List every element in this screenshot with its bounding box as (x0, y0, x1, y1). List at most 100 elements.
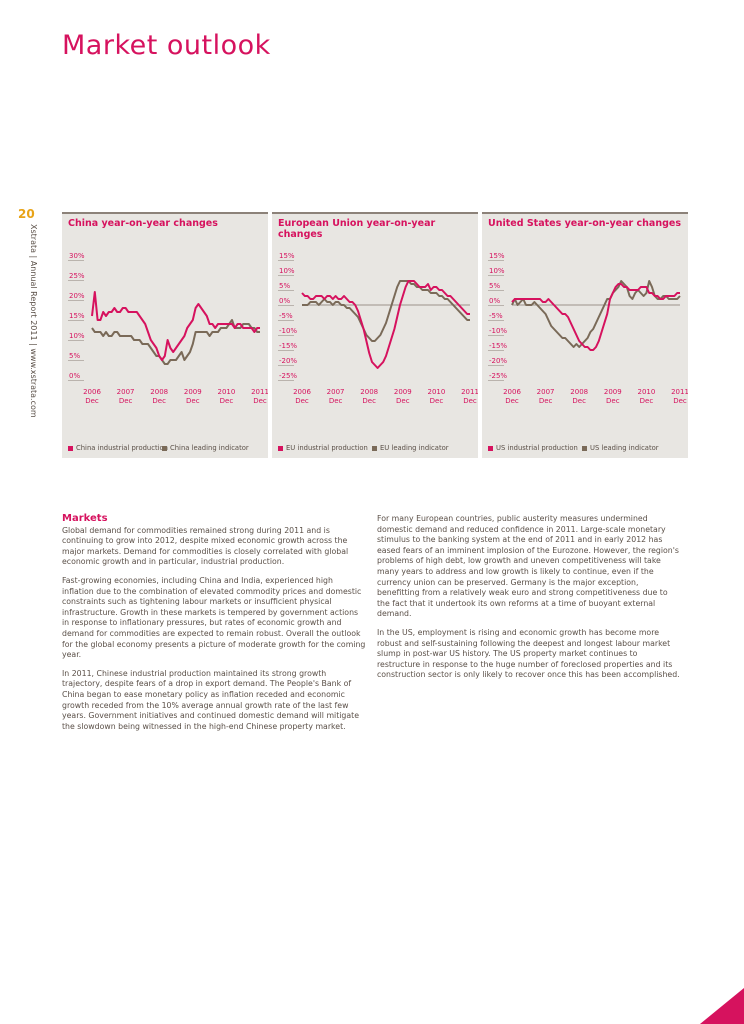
x-tick-month: Dec (606, 397, 620, 405)
x-tick-month: Dec (430, 397, 444, 405)
chart-title: China year-on-year changes (68, 218, 218, 229)
y-tick-label: -20% (279, 357, 297, 365)
china-chart-panel: China year-on-year changes 30% 25% 20% 15% 1… (62, 212, 268, 458)
legend-swatch-icon (68, 445, 73, 451)
x-tick-month: Dec (152, 397, 166, 405)
y-tick-label: 10% (489, 267, 505, 275)
x-tick-year: 2011 (461, 388, 478, 396)
industrial-production-line (91, 291, 260, 361)
legend-swatch-icon (488, 445, 493, 451)
x-tick-year: 2008 (360, 388, 378, 396)
x-tick-year: 2009 (394, 388, 412, 396)
x-tick-year: 2007 (537, 388, 555, 396)
paragraph: Global demand for commodities remained s… (62, 525, 349, 567)
legend-swatch-icon (372, 445, 377, 451)
x-tick-month: Dec (572, 397, 586, 405)
y-tick-label: 20% (69, 292, 85, 300)
y-tick-label: 15% (489, 252, 505, 260)
industrial-production-line (301, 280, 470, 369)
y-tick-label: 15% (69, 312, 85, 320)
legend-label: China industrial production (76, 444, 168, 452)
x-tick-year: 2006 (503, 388, 521, 396)
y-tick-label: -20% (489, 357, 507, 365)
legend-label: US leading indicator (590, 444, 659, 452)
report-side-text: Xstrata | Annual Report 2011 | www.xstra… (29, 224, 38, 418)
x-tick-year: 2011 (251, 388, 268, 396)
industrial-production-line (511, 283, 680, 351)
leading-indicator-line (302, 280, 470, 342)
x-tick-year: 2006 (293, 388, 311, 396)
y-tick-label: 5% (69, 352, 80, 360)
legend-label: US industrial production (496, 444, 578, 452)
legend-item-industrial: EU industrial production (278, 444, 368, 452)
x-tick-year: 2007 (117, 388, 135, 396)
legend-item-leading: EU leading indicator (372, 444, 449, 452)
x-tick-month: Dec (119, 397, 133, 405)
chart-title: European Union year-on-year changes (278, 218, 436, 240)
x-tick-year: 2011 (671, 388, 688, 396)
paragraph: In 2011, Chinese industrial production m… (62, 668, 360, 731)
y-tick-label: -10% (489, 327, 507, 335)
leading-indicator-line (91, 319, 260, 365)
markets-column-left: Markets Global demand for commodities re… (62, 513, 366, 740)
y-tick-label: -15% (279, 342, 297, 350)
x-tick-month: Dec (186, 397, 200, 405)
markets-column-right: For many European countries, public aust… (377, 514, 681, 689)
x-tick-month: Dec (295, 397, 309, 405)
x-tick-month: Dec (673, 397, 687, 405)
legend-swatch-icon (278, 445, 283, 451)
x-tick-month: Dec (329, 397, 343, 405)
section-heading: Markets (62, 513, 108, 524)
y-tick-label: 10% (279, 267, 295, 275)
eu-chart-panel: European Union year-on-year changes 15% 1… (272, 212, 478, 458)
x-tick-year: 2010 (427, 388, 445, 396)
x-tick-month: Dec (505, 397, 519, 405)
china-chart: 30%25%20%15%10%5%0%2006Dec2007Dec2008Dec… (68, 252, 268, 405)
legend-item-industrial: China industrial production (68, 444, 168, 452)
y-tick-label: -5% (279, 312, 293, 320)
paragraph: For many European countries, public aust… (377, 514, 679, 619)
x-tick-month: Dec (85, 397, 99, 405)
y-tick-label: 25% (69, 272, 85, 280)
legend-label: EU leading indicator (380, 444, 449, 452)
x-tick-year: 2010 (217, 388, 235, 396)
legend-item-leading: China leading indicator (162, 444, 249, 452)
y-tick-label: -25% (489, 372, 507, 380)
chart-title: United States year-on-year changes (488, 218, 681, 229)
x-tick-year: 2008 (570, 388, 588, 396)
x-tick-month: Dec (640, 397, 654, 405)
y-tick-label: -10% (279, 327, 297, 335)
paragraph: In the US, employment is rising and econ… (377, 627, 680, 680)
x-tick-month: Dec (539, 397, 553, 405)
x-tick-month: Dec (396, 397, 410, 405)
y-tick-label: 10% (69, 332, 85, 340)
paragraph: Fast-growing economies, including China … (62, 575, 366, 660)
x-tick-month: Dec (253, 397, 267, 405)
y-tick-label: -25% (279, 372, 297, 380)
x-tick-month: Dec (220, 397, 234, 405)
x-tick-year: 2010 (637, 388, 655, 396)
x-tick-year: 2009 (604, 388, 622, 396)
legend-label: China leading indicator (170, 444, 249, 452)
x-tick-year: 2008 (150, 388, 168, 396)
y-tick-label: -15% (489, 342, 507, 350)
page-number: 20 (18, 207, 35, 221)
y-tick-label: 0% (489, 297, 500, 305)
legend-swatch-icon (162, 445, 167, 451)
legend-item-industrial: US industrial production (488, 444, 578, 452)
corner-accent (700, 988, 744, 1024)
leading-indicator-line (511, 280, 681, 348)
y-tick-label: 30% (69, 252, 85, 260)
y-tick-label: -5% (489, 312, 503, 320)
page-title: Market outlook (62, 30, 271, 61)
y-tick-label: 15% (279, 252, 295, 260)
y-tick-label: 0% (279, 297, 290, 305)
legend-item-leading: US leading indicator (582, 444, 659, 452)
us-chart-panel: United States year-on-year changes 15% 10… (482, 212, 688, 458)
x-tick-year: 2009 (184, 388, 202, 396)
y-tick-label: 0% (69, 372, 80, 380)
x-tick-month: Dec (463, 397, 477, 405)
x-tick-year: 2006 (83, 388, 101, 396)
legend-label: EU industrial production (286, 444, 368, 452)
x-tick-month: Dec (362, 397, 376, 405)
